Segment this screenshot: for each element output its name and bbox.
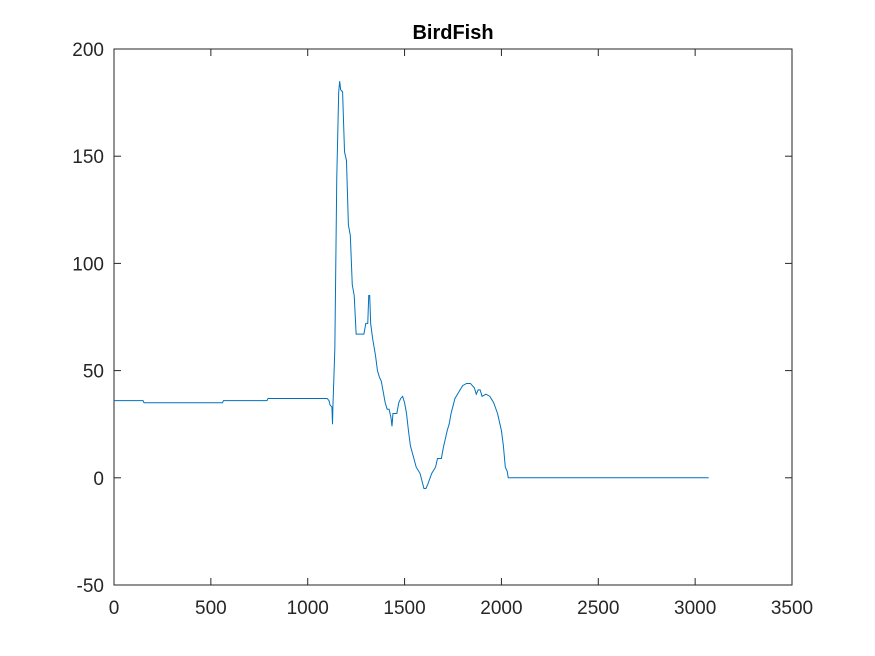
x-tick-label: 500: [195, 598, 227, 619]
x-tick-label: 1500: [383, 598, 425, 619]
x-tick-label: 3500: [771, 598, 813, 619]
y-tick-label: 50: [83, 362, 104, 383]
y-tick-label: -50: [77, 576, 104, 597]
y-tick-label: 200: [72, 40, 104, 61]
x-tick-label: 0: [109, 598, 120, 619]
y-tick-label: 150: [72, 147, 104, 168]
chart-title: BirdFish: [412, 22, 493, 44]
y-tick-label: 100: [72, 254, 104, 275]
x-tick-label: 2000: [480, 598, 522, 619]
data-line: [114, 81, 709, 490]
x-tick-label: 1000: [287, 598, 329, 619]
x-tick-label: 3000: [674, 598, 716, 619]
axes-box: [113, 48, 793, 586]
y-tick-label: 0: [93, 469, 104, 490]
x-tick-label: 2500: [577, 598, 619, 619]
